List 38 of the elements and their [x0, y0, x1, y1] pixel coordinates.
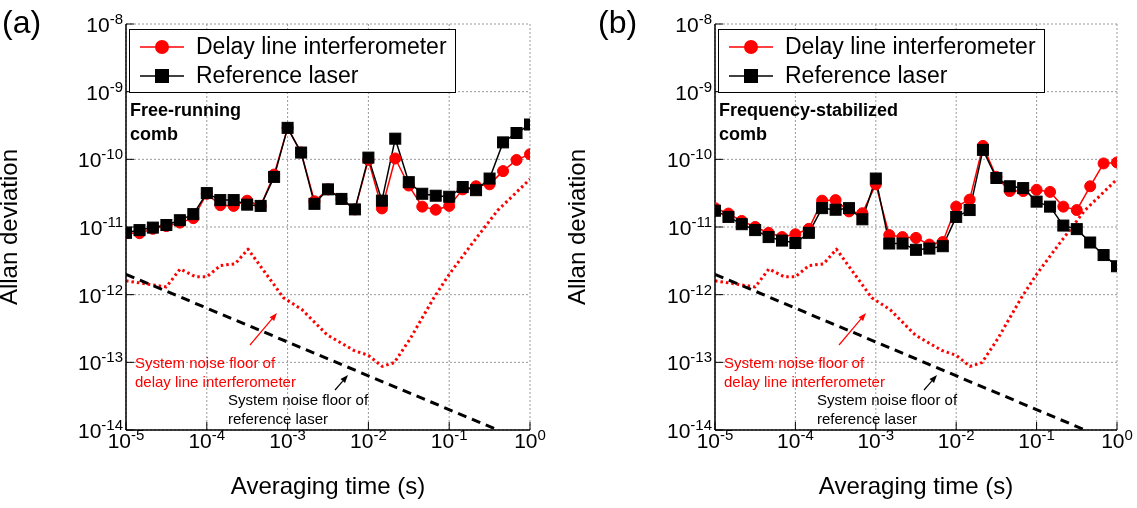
y-tick-label: 10$^{-9}$: [675, 77, 712, 104]
legend-label: Delay line interferometer: [785, 32, 1036, 61]
chart-title: (a): [2, 4, 42, 41]
annotation: System noise floor of reference laser: [228, 390, 369, 428]
legend-label: Reference laser: [196, 61, 359, 90]
x-tick-label: 10$^{0}$: [514, 425, 546, 452]
y-axis-title: Allan deviation: [0, 148, 22, 306]
x-axis-title: Averaging time (s): [818, 472, 1014, 499]
x-tick-label: 10$^{-1}$: [1018, 425, 1055, 452]
annotation: System noise floor of delay line interferometer: [724, 353, 885, 391]
legend-label: Delay line interferometer: [196, 32, 447, 61]
y-tick-label: 10$^{-10}$: [77, 144, 123, 172]
y-tick-label: 10$^{-9}$: [86, 77, 123, 104]
x-tick-label: 10$^{-4}$: [777, 425, 814, 452]
y-tick-label: 10$^{-11}$: [668, 212, 712, 239]
y-tick-label: 10$^{-12}$: [77, 280, 123, 307]
x-tick-label: 10$^{-2}$: [937, 425, 975, 452]
y-tick-label: 10$^{-10}$: [666, 144, 712, 172]
y-tick-label: 10$^{-11}$: [79, 212, 123, 239]
chart-title: (b): [598, 4, 638, 41]
annotation: Frequency-stabilized comb: [719, 99, 899, 146]
x-tick-label: 10$^{0}$: [1101, 425, 1133, 452]
y-axis-title: Allan deviation: [562, 148, 590, 306]
x-tick-label: 10$^{-4}$: [188, 425, 226, 452]
annotation: System noise floor of delay line interferometer: [135, 353, 296, 391]
legend-label: Reference laser: [785, 61, 948, 90]
y-tick-label: 10$^{-13}$: [666, 347, 712, 375]
annotation: System noise floor of reference laser: [817, 390, 958, 428]
x-axis-title: Averaging time (s): [230, 472, 426, 499]
y-tick-label: 10$^{-12}$: [666, 280, 712, 307]
x-tick-label: 10$^{-3}$: [857, 425, 895, 452]
x-tick-label: 10$^{-1}$: [430, 425, 468, 452]
x-tick-label: 10$^{-2}$: [350, 425, 387, 452]
y-tick-label: 10$^{-8}$: [86, 9, 123, 36]
annotation: Free-running comb: [130, 99, 241, 146]
y-tick-label: 10$^{-13}$: [77, 347, 123, 375]
x-tick-label: 10$^{-3}$: [269, 425, 306, 452]
y-tick-label: 10$^{-8}$: [675, 9, 712, 36]
